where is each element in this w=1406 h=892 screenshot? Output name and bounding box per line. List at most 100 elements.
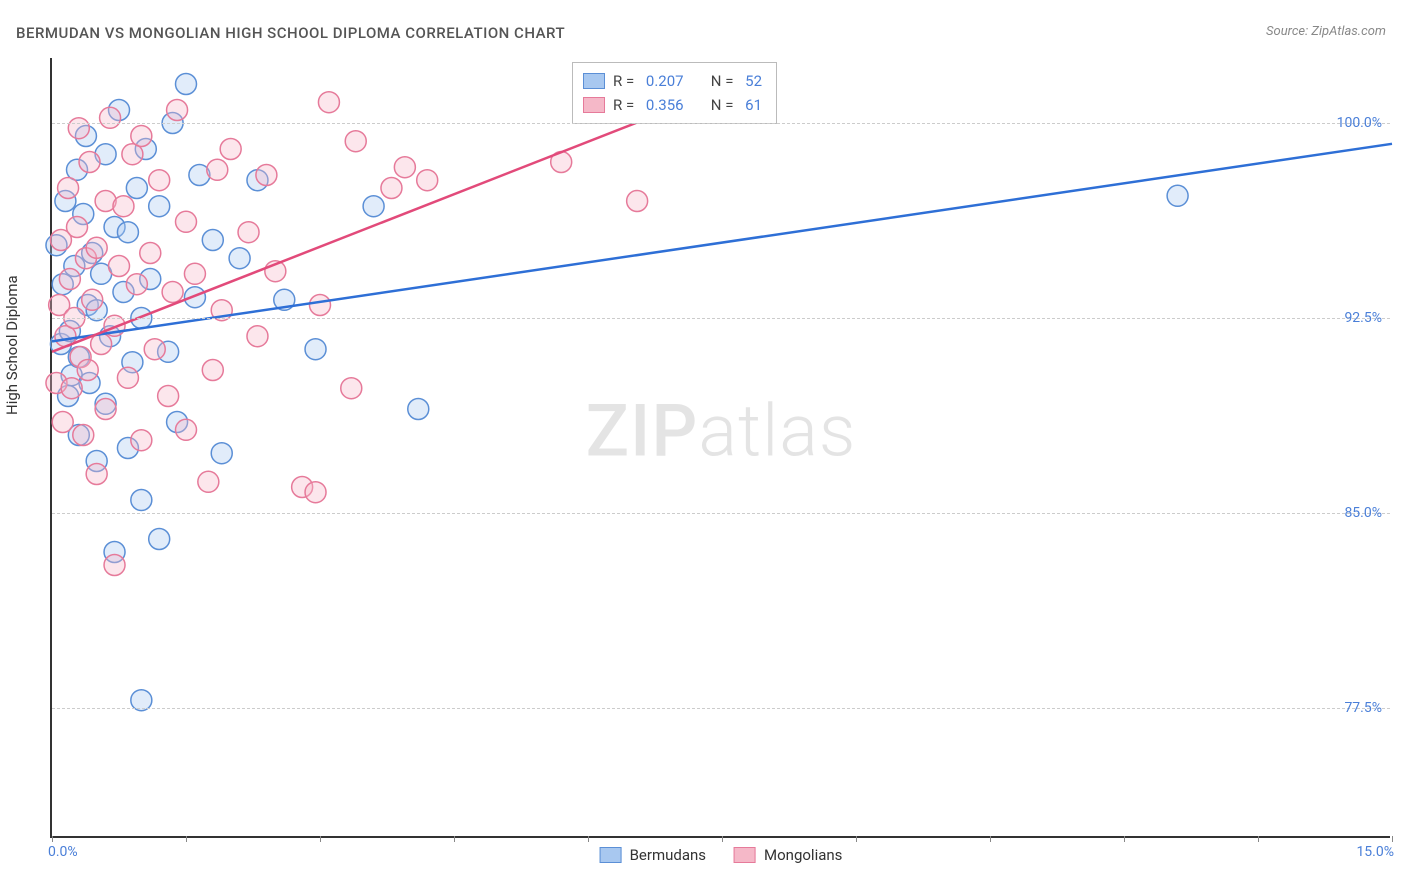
scatter-point [318, 92, 339, 113]
stats-legend: R = 0.207 N = 52 R = 0.356 N = 61 [572, 62, 777, 124]
swatch-bermudans [583, 73, 605, 89]
n-label: N = [711, 93, 737, 117]
scatter-point [52, 412, 73, 433]
trend-line [52, 89, 722, 352]
scatter-point [310, 295, 331, 316]
y-tick-label: 100.0% [1337, 115, 1382, 131]
n-value-mongolians: 61 [745, 93, 762, 117]
scatter-point [162, 282, 183, 303]
scatter-point [140, 243, 161, 264]
x-tick-mark [1124, 836, 1125, 842]
scatter-point [167, 100, 188, 121]
scatter-svg [52, 58, 1390, 836]
scatter-point [149, 196, 170, 217]
legend-item-bermudans: Bermudans [600, 846, 706, 864]
scatter-point [58, 178, 79, 199]
scatter-point [86, 464, 107, 485]
scatter-point [86, 237, 107, 258]
scatter-point [59, 269, 80, 290]
scatter-point [149, 529, 170, 550]
r-value-bermudans: 0.207 [646, 69, 684, 93]
scatter-point [381, 178, 402, 199]
scatter-point [211, 443, 232, 464]
swatch-mongolians-icon [734, 847, 756, 863]
series-legend: Bermudans Mongolians [600, 846, 843, 864]
scatter-point [82, 289, 103, 310]
scatter-point [363, 196, 384, 217]
chart-title: BERMUDAN VS MONGOLIAN HIGH SCHOOL DIPLOM… [16, 24, 565, 42]
scatter-point [73, 425, 94, 446]
scatter-point [131, 430, 152, 451]
x-tick-mark [722, 836, 723, 842]
x-tick-max: 15.0% [1356, 844, 1394, 860]
scatter-point [131, 126, 152, 147]
scatter-point [67, 217, 88, 238]
scatter-point [417, 170, 438, 191]
scatter-point [198, 471, 219, 492]
scatter-point [100, 107, 121, 128]
x-tick-mark [454, 836, 455, 842]
y-tick-label: 92.5% [1344, 310, 1382, 326]
gridline [52, 513, 1390, 514]
stats-row-bermudans: R = 0.207 N = 52 [583, 69, 762, 93]
swatch-bermudans-icon [600, 847, 622, 863]
scatter-point [229, 248, 250, 269]
scatter-point [305, 482, 326, 503]
scatter-point [68, 118, 89, 139]
scatter-point [202, 360, 223, 381]
x-tick-mark [1258, 836, 1259, 842]
scatter-point [104, 555, 125, 576]
scatter-point [1167, 185, 1188, 206]
scatter-point [131, 490, 152, 511]
scatter-point [109, 256, 130, 277]
gridline [52, 123, 1390, 124]
scatter-point [61, 378, 82, 399]
chart-plot-area: ZIPatlas R = 0.207 N = 52 R = 0.356 N = … [50, 58, 1390, 838]
scatter-point [176, 419, 197, 440]
scatter-point [176, 211, 197, 232]
scatter-point [256, 165, 277, 186]
scatter-point [341, 378, 362, 399]
x-tick-mark [856, 836, 857, 842]
r-label: R = [613, 93, 638, 117]
scatter-point [184, 263, 205, 284]
scatter-point [144, 339, 165, 360]
r-label: R = [613, 69, 638, 93]
scatter-point [77, 360, 98, 381]
scatter-point [184, 287, 205, 308]
scatter-point [202, 230, 223, 251]
r-value-mongolians: 0.356 [646, 93, 684, 117]
scatter-point [220, 139, 241, 160]
scatter-point [408, 399, 429, 420]
scatter-point [126, 274, 147, 295]
x-tick-min: 0.0% [48, 844, 78, 860]
x-tick-mark [52, 836, 53, 842]
legend-label-mongolians: Mongolians [764, 846, 842, 864]
y-axis-label: High School Diploma [3, 275, 21, 415]
n-label: N = [711, 69, 737, 93]
scatter-point [117, 367, 138, 388]
y-tick-label: 77.5% [1344, 700, 1382, 716]
source-label: Source: ZipAtlas.com [1266, 24, 1386, 39]
scatter-point [305, 339, 326, 360]
y-tick-label: 85.0% [1344, 505, 1382, 521]
scatter-point [158, 386, 179, 407]
scatter-point [238, 222, 259, 243]
scatter-point [95, 399, 116, 420]
x-tick-mark [320, 836, 321, 842]
x-tick-mark [588, 836, 589, 842]
stats-row-mongolians: R = 0.356 N = 61 [583, 93, 762, 117]
scatter-point [207, 159, 228, 180]
legend-label-bermudans: Bermudans [630, 846, 706, 864]
x-tick-mark [990, 836, 991, 842]
swatch-mongolians [583, 97, 605, 113]
scatter-point [345, 131, 366, 152]
scatter-point [149, 170, 170, 191]
legend-item-mongolians: Mongolians [734, 846, 842, 864]
scatter-point [79, 152, 100, 173]
x-tick-mark [186, 836, 187, 842]
scatter-point [126, 178, 147, 199]
x-tick-mark [1392, 836, 1393, 842]
scatter-point [627, 191, 648, 212]
scatter-point [117, 222, 138, 243]
